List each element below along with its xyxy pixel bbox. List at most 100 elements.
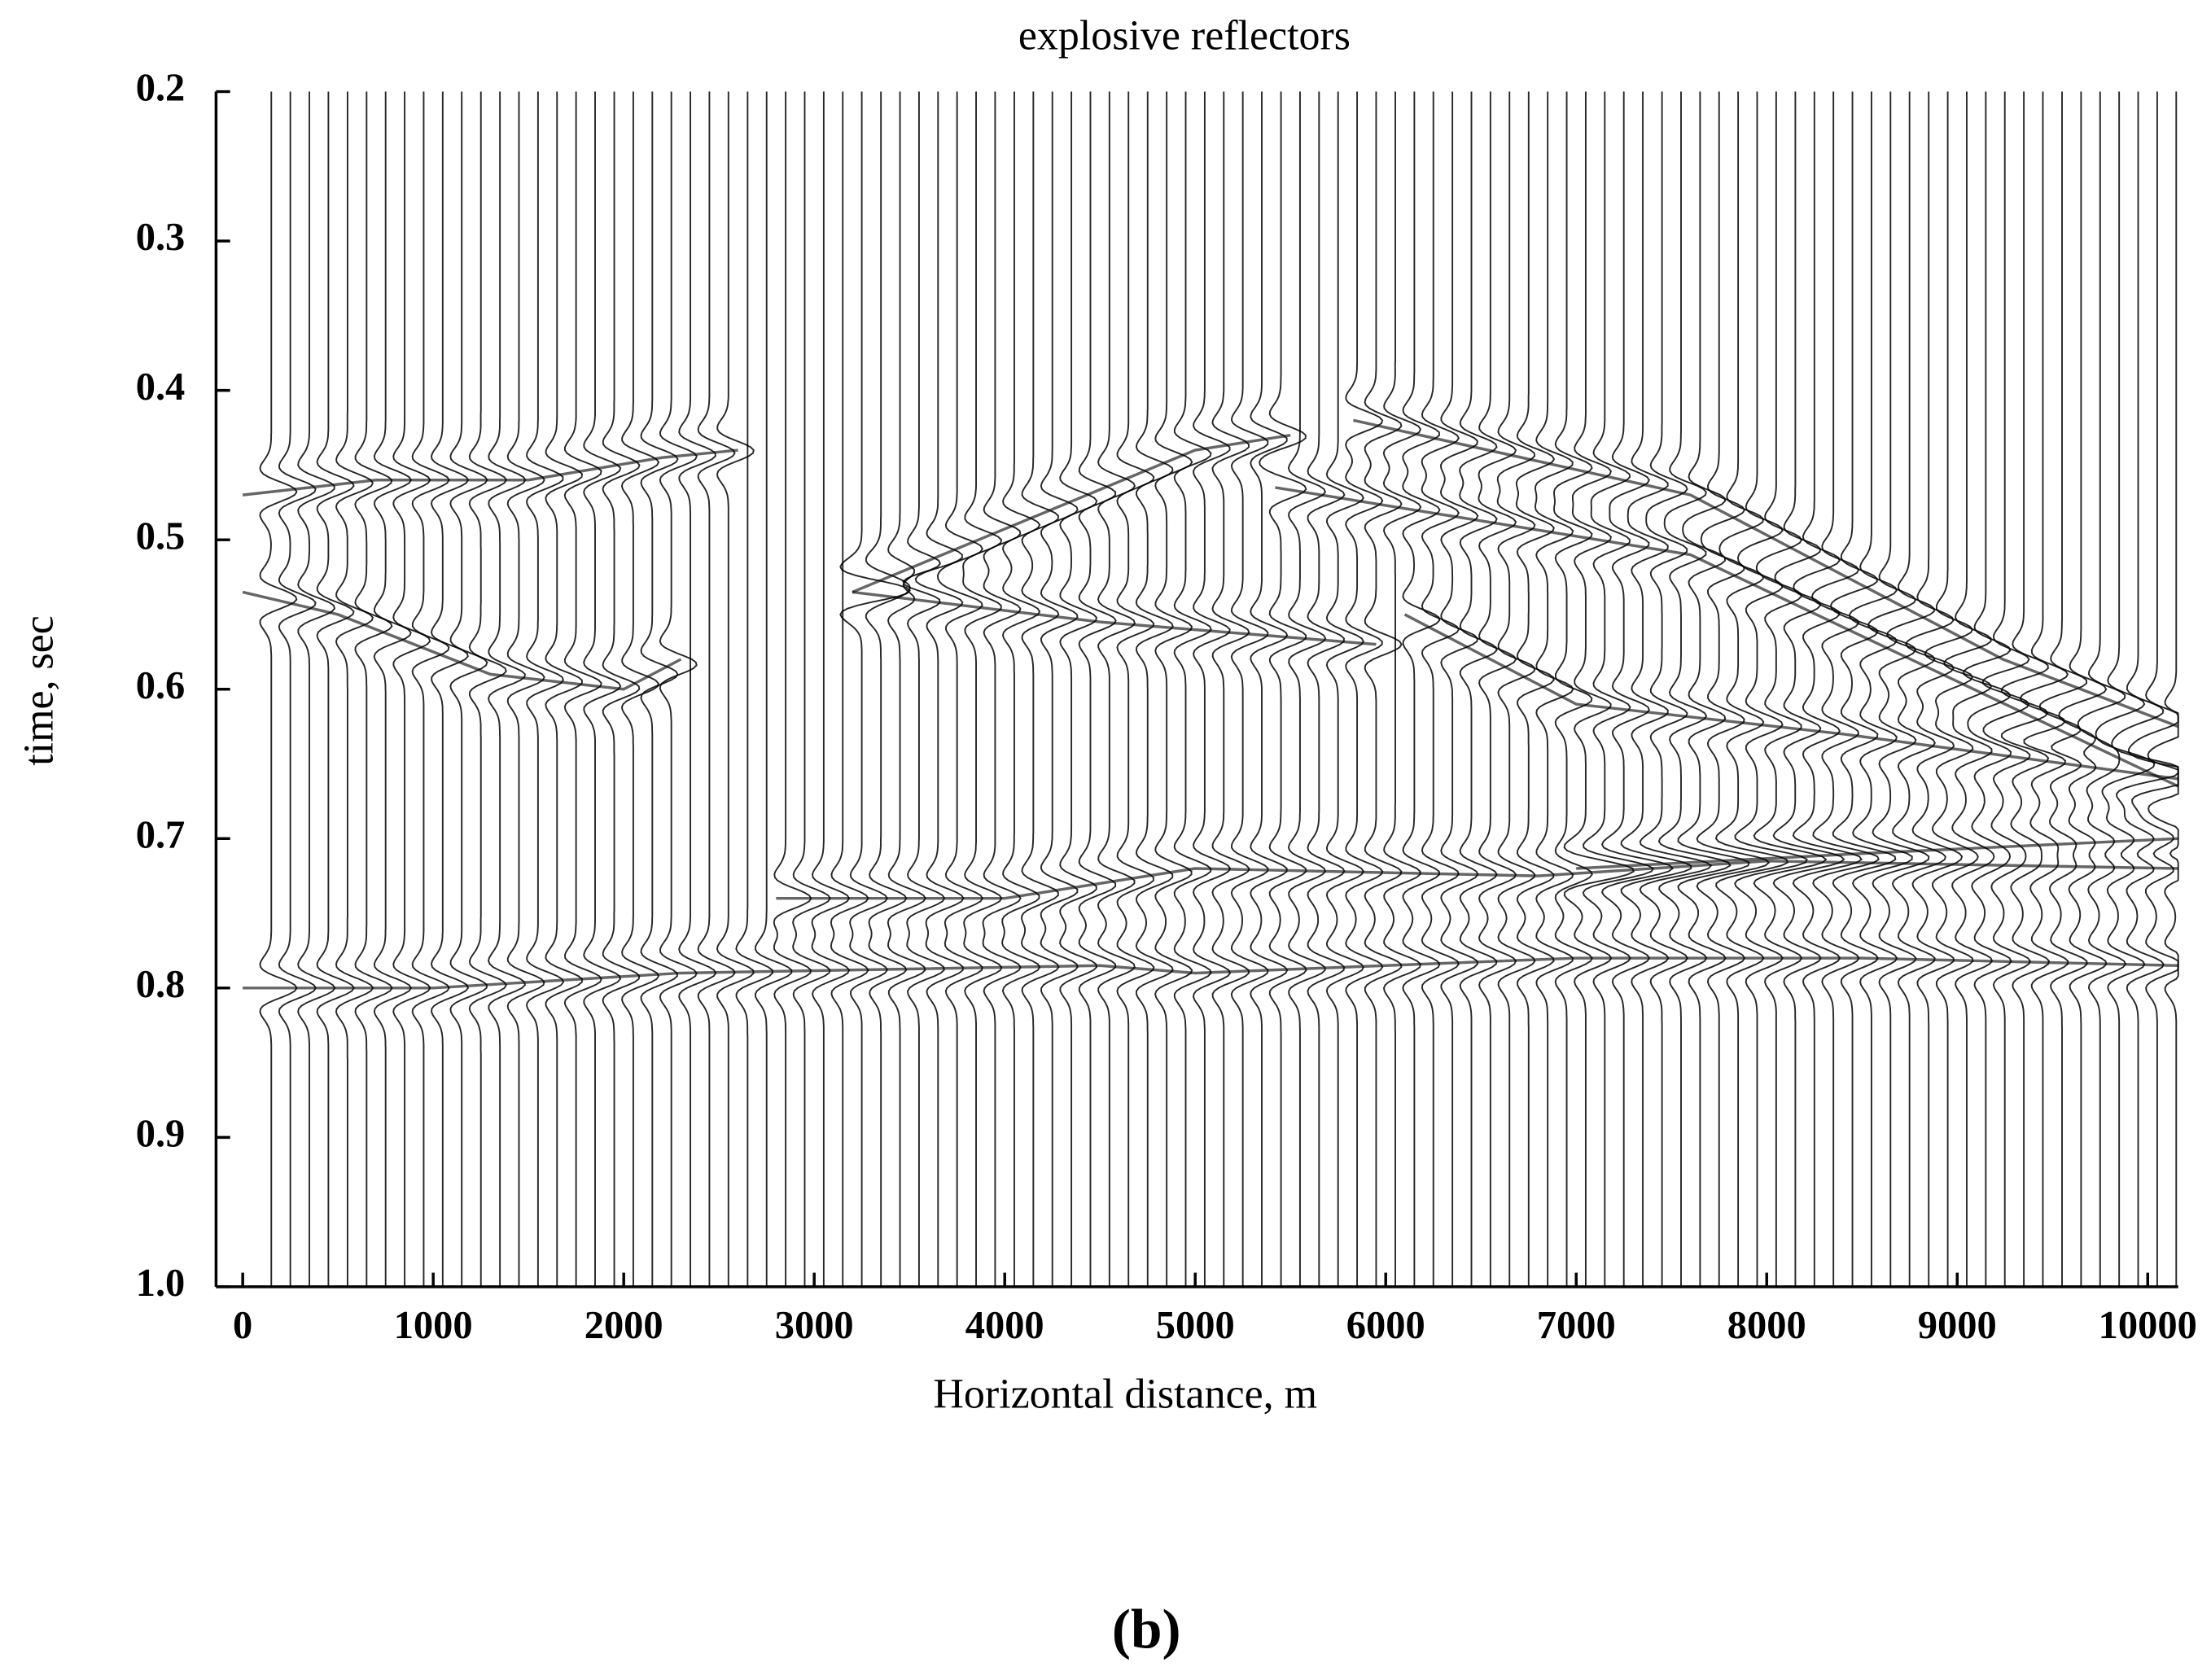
trace (1097, 91, 1136, 1287)
trace (1250, 91, 1289, 1287)
x-tick-label: 6000 (1346, 1304, 1425, 1347)
trace (1021, 91, 1060, 1287)
trace (602, 91, 641, 1287)
trace (1534, 91, 1574, 1287)
trace (716, 91, 755, 1287)
trace (1364, 91, 1403, 1287)
trace (2095, 91, 2156, 1287)
x-tick-label: 7000 (1537, 1304, 1616, 1347)
trace (1421, 91, 1460, 1287)
trace (1677, 91, 1750, 1287)
trace (1345, 91, 1384, 1287)
x-tick-label: 3000 (775, 1304, 854, 1347)
trace (1563, 91, 1635, 1287)
trace (278, 91, 317, 1287)
x-tick-label: 5000 (1156, 1304, 1235, 1347)
trace (506, 91, 545, 1287)
trace (1811, 91, 1880, 1287)
trace (839, 91, 912, 1287)
trace (1620, 91, 1692, 1287)
trace (735, 91, 774, 1287)
x-tick-label: 9000 (1918, 1304, 1997, 1347)
trace (640, 91, 679, 1287)
trace (1905, 91, 1964, 1287)
trace (2147, 91, 2179, 1287)
trace (1459, 91, 1498, 1287)
trace (2019, 91, 2069, 1287)
trace (1230, 91, 1269, 1287)
trace (773, 91, 812, 1287)
x-tick-label: 4000 (965, 1304, 1044, 1347)
trace (678, 91, 717, 1287)
trace (754, 91, 793, 1287)
trace (914, 91, 965, 1287)
x-tick-label: 0 (233, 1304, 252, 1347)
trace (1696, 91, 1771, 1287)
x-tick-label: 8000 (1727, 1304, 1806, 1347)
trace (1639, 91, 1713, 1287)
trace (1287, 91, 1327, 1287)
x-tick-label: 2000 (584, 1304, 663, 1347)
reflector (243, 956, 2178, 990)
trace (1307, 91, 1346, 1287)
y-tick-label: 0.5 (136, 514, 186, 558)
trace (1657, 91, 1732, 1287)
trace (430, 91, 470, 1287)
trace (259, 91, 298, 1287)
trace (811, 91, 851, 1287)
trace (887, 91, 926, 1287)
reflector (242, 448, 738, 497)
trace (1439, 91, 1479, 1287)
trace (1515, 91, 1556, 1287)
reflector (1403, 613, 2178, 781)
trace (1059, 91, 1098, 1287)
trace (1116, 91, 1155, 1287)
trace (1478, 91, 1517, 1287)
trace (1830, 91, 1897, 1287)
trace (865, 91, 912, 1287)
y-tick-label: 0.9 (136, 1112, 186, 1155)
reflector (242, 590, 682, 691)
trace (962, 91, 1003, 1287)
y-tick-label: 1.0 (136, 1262, 186, 1305)
trace (316, 91, 355, 1287)
trace (1753, 91, 1828, 1287)
trace (1582, 91, 1655, 1287)
reflector (776, 860, 2178, 900)
trace (2038, 91, 2088, 1287)
trace (1211, 91, 1250, 1287)
trace (620, 91, 660, 1287)
trace (1553, 91, 1593, 1287)
trace (1943, 91, 1995, 1287)
trace (1734, 91, 1808, 1287)
trace (1001, 91, 1041, 1287)
trace (1714, 91, 1789, 1287)
trace (2000, 91, 2051, 1287)
trace (335, 91, 374, 1287)
trace (545, 91, 584, 1287)
trace (1924, 91, 1979, 1287)
trace (1325, 91, 1364, 1287)
reflector (1576, 837, 2178, 870)
trace (697, 91, 736, 1287)
chart-title: explosive reflectors (1018, 12, 1351, 59)
trace (354, 91, 393, 1287)
trace (563, 91, 602, 1287)
trace (1867, 91, 1930, 1287)
y-tick-label: 0.2 (136, 67, 186, 110)
trace (373, 91, 412, 1287)
trace (902, 91, 946, 1287)
trace (1040, 91, 1079, 1287)
trace (488, 91, 527, 1287)
trace (297, 91, 336, 1287)
reflector (852, 590, 1377, 646)
trace (1078, 91, 1117, 1287)
trace (1173, 91, 1212, 1287)
trace (1154, 91, 1193, 1287)
trace (659, 91, 698, 1287)
y-axis-label: time, sec (15, 615, 62, 766)
caption: (b) (1112, 1597, 1181, 1660)
trace (2058, 91, 2108, 1287)
